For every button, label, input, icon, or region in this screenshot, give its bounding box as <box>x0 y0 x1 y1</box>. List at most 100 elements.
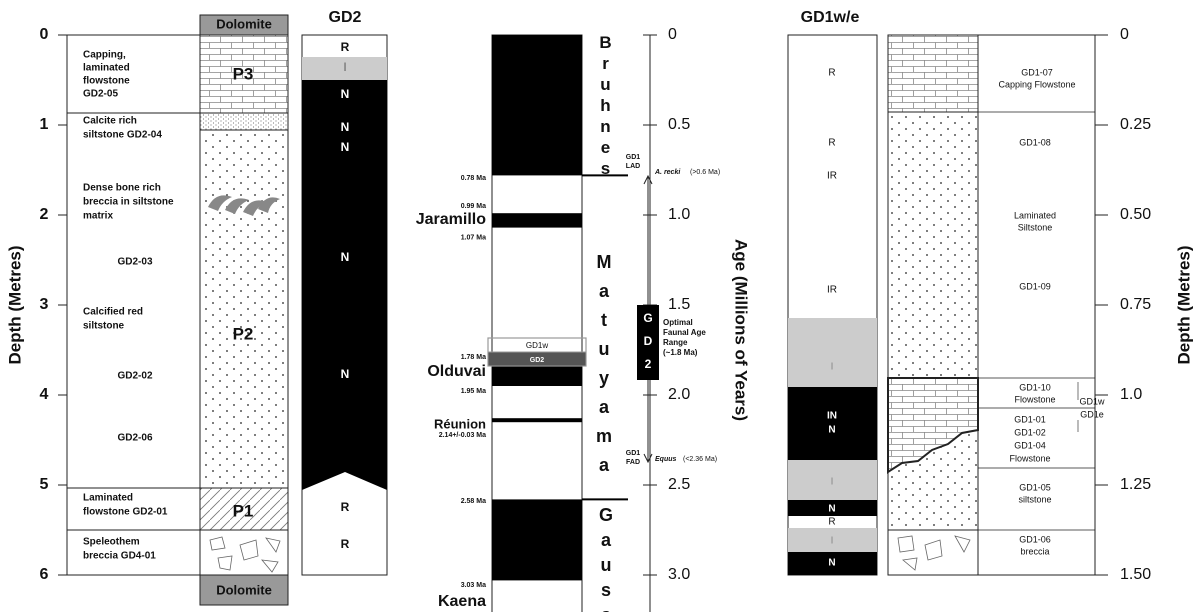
polarity-label: I <box>831 362 834 373</box>
age-label: 3.03 Ma <box>461 582 486 589</box>
normal-chron <box>492 499 582 580</box>
unit-description: Capping, <box>83 50 126 61</box>
sample-label: GD2 <box>530 357 545 364</box>
age-label: 2.14+/-0.03 Ma <box>439 432 486 439</box>
polarity-label: I <box>831 477 834 488</box>
tick-label: 0 <box>1120 26 1129 43</box>
polarity-label: N <box>341 367 350 381</box>
unit-description: siltstone <box>1018 494 1051 504</box>
unit-description: breccia <box>1020 546 1049 556</box>
unit-description: GD2-05 <box>83 89 118 100</box>
unit-description: GD1-09 <box>1019 281 1051 291</box>
unit-description: GD1-08 <box>1019 137 1051 147</box>
lithology-label: Dolomite <box>216 16 272 31</box>
normal-chron <box>492 418 582 422</box>
lithology-label: Dolomite <box>216 582 272 597</box>
polarity-label: N <box>828 504 835 515</box>
site-label: GD1e <box>1080 409 1104 419</box>
unit-description: GD1-06 <box>1019 534 1051 544</box>
polarity-label: N <box>828 558 835 569</box>
unit-description: matrix <box>83 211 113 222</box>
tick-label: 1.50 <box>1120 566 1151 583</box>
optimal-age-text: Range <box>663 338 688 347</box>
axis-label: Depth (Metres) <box>5 245 24 364</box>
polarity-label: R <box>828 138 835 149</box>
event-label: FAD <box>626 459 640 466</box>
unit-description: GD1-01 <box>1014 414 1046 424</box>
unit-description: Capping Flowstone <box>998 79 1075 89</box>
age-label: 0.78 Ma <box>461 175 486 182</box>
member-label: P1 <box>233 501 254 520</box>
event-range: (<2.36 Ma) <box>683 456 717 463</box>
polarity-label: R <box>341 500 350 514</box>
unit-description: Laminated <box>83 493 133 504</box>
tick-label: 0.25 <box>1120 116 1151 133</box>
unit-description: breccia GD4-01 <box>83 551 156 562</box>
tick-label: 2.5 <box>668 476 690 493</box>
tick-label: 1.0 <box>668 206 690 223</box>
breccia-fill <box>888 530 978 575</box>
subchron-name: Réunion <box>434 416 486 431</box>
unit-description: GD2-02 <box>117 371 152 382</box>
chron-name: Gauss <box>597 505 615 612</box>
unit-description: laminated <box>83 63 130 74</box>
flowstone-fill <box>888 35 978 112</box>
unit-description: Calcite rich <box>83 116 137 127</box>
polarity-label: N <box>341 87 350 101</box>
unit-description: siltstone <box>83 321 125 332</box>
tick-label: 0.75 <box>1120 296 1151 313</box>
unit-description: Dense bone rich <box>83 183 161 194</box>
event-label: LAD <box>626 163 640 170</box>
intermediate-zone <box>788 318 877 387</box>
axis-label: Depth (Metres) <box>1174 245 1193 364</box>
figure: GD2DolomiteDolomite0123456Depth (Metres)… <box>0 0 1200 612</box>
member-label: P2 <box>233 324 254 343</box>
unit-description: GD1-02 <box>1014 427 1046 437</box>
unit-description: Siltstone <box>1018 222 1053 232</box>
tick-label: 0 <box>668 26 677 43</box>
optimal-age-text: Faunal Age <box>663 328 706 337</box>
event-label: GD1 <box>626 154 641 161</box>
optimal-age-box-label: GD2 <box>642 311 654 380</box>
siltstone-fill <box>888 112 978 530</box>
event-range: (>0.6 Ma) <box>690 169 720 176</box>
polarity-label: N <box>828 425 835 436</box>
tick-label: 1 <box>40 116 49 133</box>
unit-description: GD1-05 <box>1019 482 1051 492</box>
subchron-name: Kaena <box>438 593 486 610</box>
unit-description: Flowstone <box>1009 453 1050 463</box>
tick-label: 3.0 <box>668 566 690 583</box>
unit-description: Laminated <box>1014 210 1056 220</box>
unit-description: breccia in siltstone <box>83 197 174 208</box>
unit-description: GD1-04 <box>1014 440 1046 450</box>
unit-description: GD1-10 <box>1019 382 1051 392</box>
column-title: GD2 <box>329 9 362 26</box>
tick-label: 6 <box>40 566 49 583</box>
optimal-age-text: Optimal <box>663 318 693 327</box>
tick-label: 1.0 <box>1120 386 1142 403</box>
unit-description: GD2-06 <box>117 433 152 444</box>
chron-name: Bruhnes <box>597 33 614 180</box>
tick-label: 4 <box>40 386 49 403</box>
siltstone-fill <box>200 113 288 130</box>
unit-description: GD1-07 <box>1021 67 1053 77</box>
age-label: 2.58 Ma <box>461 498 486 505</box>
unit-description: Calcified red <box>83 307 143 318</box>
normal-chron <box>492 35 582 175</box>
normal-chron <box>492 213 582 227</box>
unit-description: GD2-03 <box>117 257 152 268</box>
taxon-label: A. recki <box>654 169 681 176</box>
unit-description: siltstone GD2-04 <box>83 130 162 141</box>
unit-description: flowstone GD2-01 <box>83 507 168 518</box>
subchron-name: Jaramillo <box>416 211 486 228</box>
age-label: 1.78 Ma <box>461 354 486 361</box>
age-label: 1.95 Ma <box>461 388 486 395</box>
event-label: GD1 <box>626 450 641 457</box>
tick-label: 5 <box>40 476 49 493</box>
polarity-label: R <box>828 517 835 528</box>
chron-name: Matuyama <box>595 252 613 484</box>
tick-label: 0.50 <box>1120 206 1151 223</box>
polarity-label: R <box>828 68 835 79</box>
tick-label: 2 <box>40 206 49 223</box>
unit-description: flowstone <box>83 76 130 87</box>
